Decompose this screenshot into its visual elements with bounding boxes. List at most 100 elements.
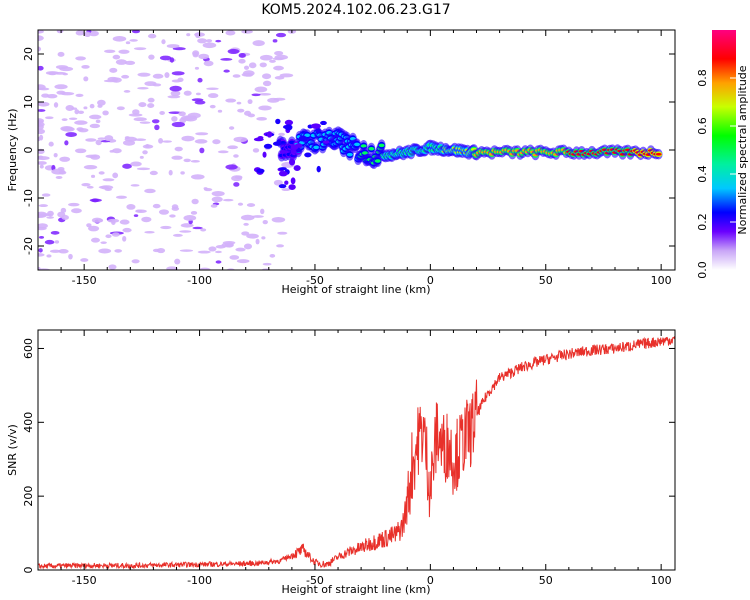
heatmap-noise-blob: [71, 107, 78, 110]
heatmap-noise-blob: [273, 65, 284, 71]
heatmap-noise-blob: [215, 250, 222, 254]
snr-frame: [37, 329, 676, 571]
heatmap-noise-blob: [59, 66, 74, 72]
heatmap-noise-blob: [194, 100, 206, 105]
heatmap-noise-blob: [81, 183, 91, 187]
heatmap-noise-blob: [225, 98, 237, 103]
heatmap-noise-blob: [211, 190, 225, 197]
heatmap-noise-blob: [89, 103, 95, 109]
heatmap-noise-blob: [61, 118, 68, 122]
heatmap-noise-blob: [68, 117, 78, 121]
heatmap-noise-blob: [45, 116, 54, 120]
heatmap-noise-blob: [227, 145, 239, 150]
heatmap-noise-blob: [152, 73, 164, 79]
heatmap-noise-blob: [161, 39, 166, 45]
heatmap-noise-blob: [179, 249, 194, 252]
snr-panel: -150 -100 -50 0 50 100 0 200 400 600 Height of s…: [6, 329, 676, 596]
heatmap-noise-blob: [57, 51, 65, 57]
bottom-x-ticks: -150 -100 -50 0 50 100: [37, 330, 672, 587]
bottom-x-axis-label: Height of straight line (km): [281, 583, 430, 596]
heatmap-noise-blob: [241, 30, 253, 34]
heatmap-noise-blob: [125, 41, 131, 45]
heatmap-noise-blob: [54, 84, 68, 90]
heatmap-noise-blob: [183, 90, 192, 96]
heatmap-noise-blob: [132, 109, 140, 115]
heatmap-noise-blob: [46, 254, 52, 258]
heatmap-noise-blob: [177, 77, 184, 82]
heatmap-noise-blob: [217, 150, 229, 154]
heatmap-branch-blob: [322, 140, 330, 144]
heatmap-noise-blob: [220, 58, 233, 61]
heatmap-noise-blob: [109, 67, 118, 73]
heatmap-noise-blob: [190, 174, 205, 180]
heatmap-noise-blob: [181, 135, 195, 142]
heatmap-noise-blob: [38, 101, 50, 107]
heatmap-noise-blob: [112, 54, 121, 60]
heatmap-noise-blob: [232, 74, 241, 78]
heatmap-noise-blob: [86, 223, 92, 228]
heatmap-noise-blob: [215, 244, 226, 249]
heatmap-noise-blob: [104, 135, 114, 142]
heatmap-noise-blob: [91, 174, 96, 178]
colorbar-tick-label-1: 0.2: [696, 213, 709, 231]
bottom-y-axis-label: SNR (v/v): [6, 424, 19, 476]
colorbar-tick-label-0: 0.0: [696, 261, 709, 279]
heatmap-noise-blob: [86, 185, 94, 189]
heatmap-noise-blob: [108, 264, 117, 270]
heatmap-noise-blob: [38, 65, 44, 71]
heatmap-noise-blob: [129, 39, 138, 42]
heatmap-noise-blob: [38, 87, 50, 91]
heatmap-noise-blob: [130, 161, 142, 167]
heatmap-noise-blob: [247, 99, 253, 105]
heatmap-noise-blob: [75, 93, 84, 97]
heatmap-branch-blob: [266, 131, 273, 138]
heatmap-noise-blob: [122, 163, 132, 169]
top-xtick-label-1: -100: [187, 274, 212, 287]
top-ytick-label-4: 20: [22, 47, 35, 61]
heatmap-noise-blob: [190, 160, 200, 163]
heatmap-noise-blob: [148, 54, 155, 60]
heatmap-noise-blob: [112, 172, 119, 179]
heatmap-noise-blob: [169, 57, 175, 63]
heatmap-noise-blob: [203, 187, 208, 190]
heatmap-noise-blob: [85, 138, 97, 142]
heatmap-noise-blob: [91, 217, 103, 223]
heatmap-branch-blob: [257, 135, 264, 140]
heatmap-ridge-core: [360, 144, 367, 148]
heatmap-noise-blob: [147, 97, 155, 103]
heatmap-noise-blob: [252, 40, 265, 47]
heatmap-noise-blob: [258, 92, 272, 96]
heatmap-noise-blob: [262, 73, 272, 80]
heatmap-noise-blob: [171, 121, 186, 128]
heatmap-noise-blob: [107, 76, 119, 82]
heatmap-noise-blob: [246, 233, 259, 239]
heatmap-noise-blob: [122, 227, 132, 233]
heatmap-noise-blob: [251, 93, 261, 97]
heatmap-noise-blob: [133, 117, 147, 122]
figure-title: KOM5.2024.102.06.23.G17: [261, 2, 450, 18]
heatmap-ridge-core: [304, 133, 311, 138]
heatmap-noise-blob: [84, 31, 91, 38]
heatmap-noise-blob: [95, 119, 101, 124]
heatmap-noise-blob: [112, 148, 122, 154]
heatmap-noise-blob: [126, 204, 136, 210]
bottom-ytick-label-2: 400: [22, 412, 35, 433]
heatmap-noise-blob: [248, 62, 257, 69]
heatmap-noise-blob: [272, 57, 285, 61]
heatmap-noise-blob: [233, 136, 248, 143]
heatmap-noise-blob: [209, 104, 216, 109]
heatmap-noise-blob: [166, 266, 178, 270]
heatmap-noise-blob: [197, 250, 211, 254]
heatmap-noise-blob: [75, 30, 85, 36]
heatmap-noise-blob: [147, 33, 157, 39]
heatmap-noise-blob: [174, 146, 183, 152]
heatmap-noise-blob: [38, 109, 46, 112]
heatmap-noise-blob: [65, 105, 75, 112]
bottom-ytick-label-1: 200: [22, 486, 35, 507]
heatmap-noise-blob: [199, 267, 211, 270]
heatmap-noise-blob: [38, 128, 46, 135]
heatmap-noise-blob: [38, 136, 41, 142]
heatmap-noise-blob: [55, 176, 63, 179]
heatmap-noise-blob: [171, 204, 179, 210]
heatmap-noise-blob: [133, 47, 147, 51]
